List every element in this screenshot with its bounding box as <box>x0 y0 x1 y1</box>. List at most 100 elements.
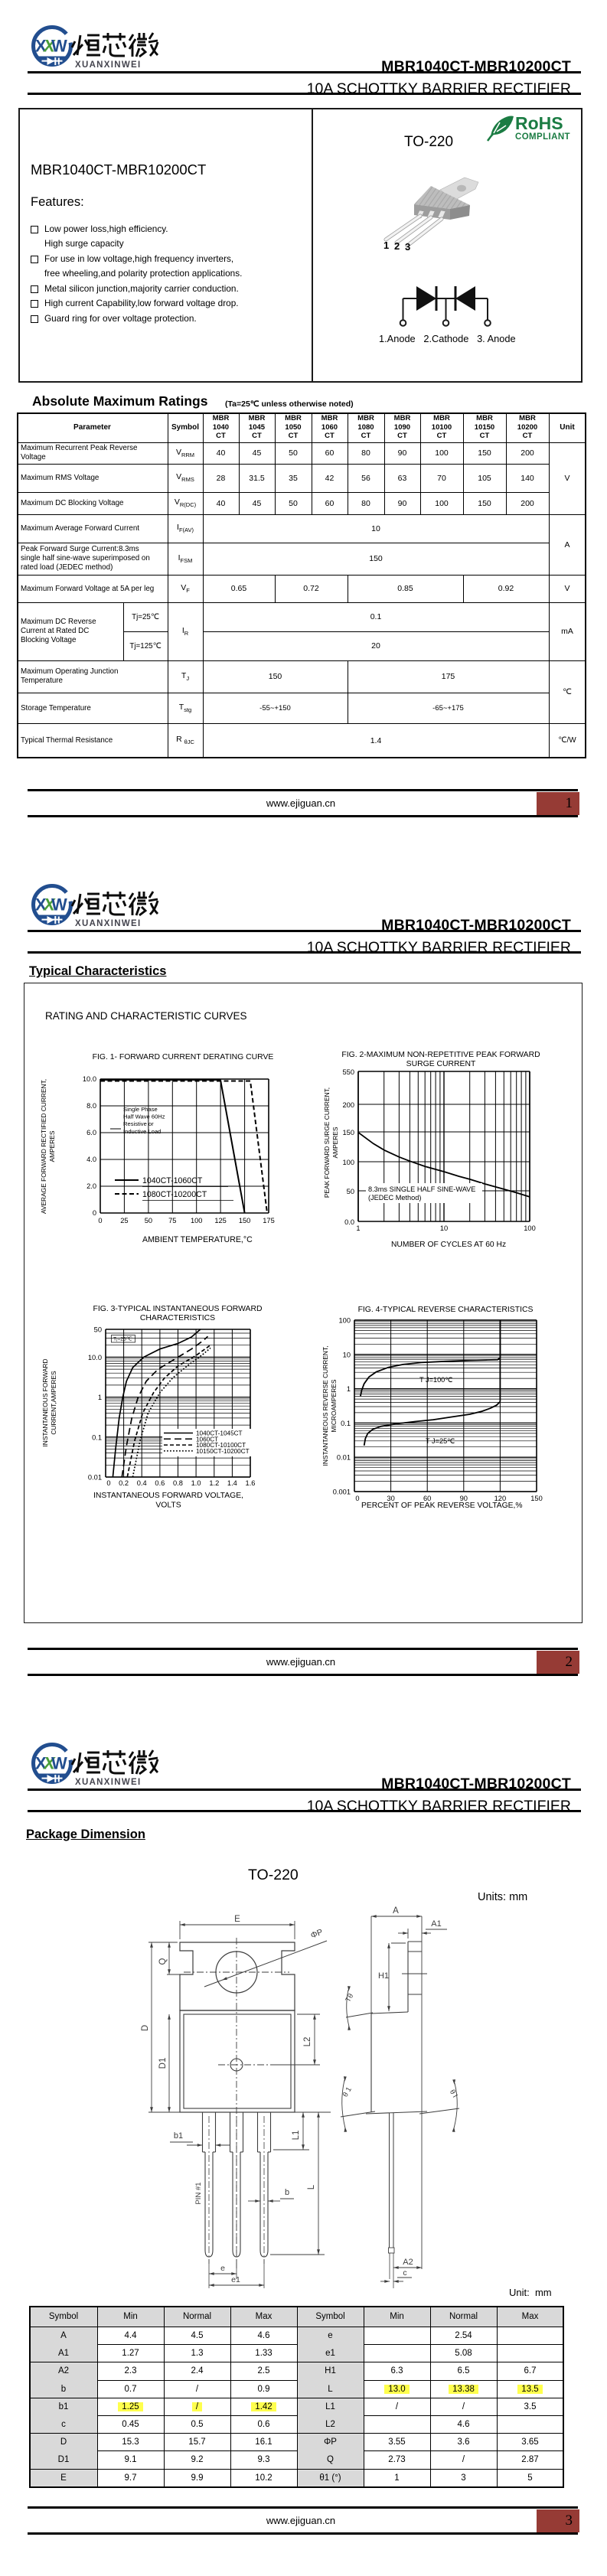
svg-text:e1: e1 <box>231 2275 240 2284</box>
svg-text:120: 120 <box>494 1495 507 1502</box>
svg-text:100: 100 <box>191 1217 203 1224</box>
svg-text:FIG. 3-TYPICAL INSTANTANEOUS F: FIG. 3-TYPICAL INSTANTANEOUS FORWARD <box>93 1305 263 1313</box>
svg-text:1: 1 <box>347 1385 351 1393</box>
svg-text:AMPERES: AMPERES <box>331 1127 339 1158</box>
svg-text:INSTANTANEOUS FORWARD: INSTANTANEOUS FORWARD <box>41 1358 49 1446</box>
svg-text:1080CT-10100CT: 1080CT-10100CT <box>196 1442 246 1449</box>
svg-text:c: c <box>403 2268 406 2278</box>
svg-text:0.01: 0.01 <box>88 1474 102 1482</box>
svg-text:0: 0 <box>93 1209 96 1217</box>
svg-text:10.0: 10.0 <box>83 1075 96 1083</box>
svg-text:FIG. 1- FORWARD CURRENT DERATI: FIG. 1- FORWARD CURRENT DERATING CURVE <box>93 1053 274 1061</box>
svg-text:(JEDEC Method): (JEDEC Method) <box>368 1194 421 1202</box>
svg-text:1040CT-1060CT: 1040CT-1060CT <box>142 1176 203 1185</box>
svg-text:INSTANTANEOUS REVERSE CURRENT,: INSTANTANEOUS REVERSE CURRENT, <box>321 1346 329 1466</box>
svg-text:A1: A1 <box>431 1919 441 1929</box>
svg-text:200: 200 <box>342 1101 354 1109</box>
svg-text:4.0: 4.0 <box>86 1156 96 1163</box>
svg-text:30: 30 <box>387 1495 394 1502</box>
svg-text:X: X <box>35 895 47 915</box>
svg-text:AMPERES: AMPERES <box>48 1130 56 1162</box>
svg-text:1060CT: 1060CT <box>196 1436 218 1443</box>
svg-text:Inductive Load: Inductive Load <box>123 1128 161 1135</box>
svg-text:X: X <box>42 37 56 56</box>
svg-text:CURRENT,AMPERES: CURRENT,AMPERES <box>50 1371 57 1435</box>
svg-text:VOLTS: VOLTS <box>155 1502 181 1510</box>
svg-text:0.1: 0.1 <box>92 1433 102 1441</box>
svg-text:0.01: 0.01 <box>337 1454 351 1462</box>
svg-text:2.0: 2.0 <box>86 1182 96 1190</box>
svg-text:100: 100 <box>338 1317 351 1325</box>
svg-text:2: 2 <box>394 240 400 252</box>
svg-text:Q: Q <box>158 1958 168 1965</box>
svg-text:75: 75 <box>168 1217 176 1224</box>
svg-text:25: 25 <box>120 1217 128 1224</box>
svg-text:0: 0 <box>106 1479 110 1487</box>
svg-text:0.1: 0.1 <box>341 1420 351 1427</box>
svg-text:0.8: 0.8 <box>173 1479 183 1487</box>
svg-text:D: D <box>141 2025 150 2031</box>
svg-text:X: X <box>35 1754 47 1773</box>
svg-text:XUANXINWEI: XUANXINWEI <box>75 60 141 70</box>
svg-text:XUANXINWEI: XUANXINWEI <box>75 1778 141 1787</box>
svg-text:100: 100 <box>524 1224 536 1232</box>
svg-text:10: 10 <box>440 1224 448 1232</box>
svg-text:175: 175 <box>263 1217 275 1224</box>
svg-text:Single Phase: Single Phase <box>123 1106 158 1113</box>
svg-text:1.2: 1.2 <box>209 1479 219 1487</box>
svg-text:W: W <box>51 37 67 56</box>
svg-text:150: 150 <box>239 1217 251 1224</box>
svg-text:RoHS: RoHS <box>515 113 563 133</box>
svg-text:100: 100 <box>342 1159 354 1166</box>
svg-text:50: 50 <box>145 1217 152 1224</box>
svg-text:PEAK FORWARD SURGE CURRENT,: PEAK FORWARD SURGE CURRENT, <box>323 1087 331 1198</box>
svg-text:3: 3 <box>405 241 410 253</box>
svg-text:L: L <box>307 2184 316 2190</box>
svg-text:AMBIENT TEMPERATURE,°C: AMBIENT TEMPERATURE,°C <box>142 1235 253 1244</box>
svg-text:6.0: 6.0 <box>86 1129 96 1136</box>
svg-text:0.4: 0.4 <box>137 1479 147 1487</box>
svg-text:1.4: 1.4 <box>227 1479 237 1487</box>
svg-text:0.001: 0.001 <box>333 1489 351 1496</box>
svg-text:L1: L1 <box>292 2131 301 2141</box>
svg-text:D1: D1 <box>158 2058 168 2069</box>
svg-text:0.0: 0.0 <box>344 1218 354 1226</box>
svg-text:0: 0 <box>98 1217 102 1224</box>
svg-text:INSTANTANEOUS FORWARD VOLTAGE,: INSTANTANEOUS FORWARD VOLTAGE, <box>93 1492 243 1500</box>
svg-text:T J=100℃: T J=100℃ <box>419 1376 453 1384</box>
svg-text:10.0: 10.0 <box>88 1354 102 1361</box>
svg-text:X: X <box>35 37 47 56</box>
svg-text:b1: b1 <box>174 2131 183 2141</box>
svg-text:Half Wave 60Hz: Half Wave 60Hz <box>123 1114 165 1120</box>
svg-text:A2: A2 <box>403 2258 413 2267</box>
svg-text:60: 60 <box>423 1495 431 1502</box>
svg-text:1.6: 1.6 <box>246 1479 256 1487</box>
svg-text:θ l: θ l <box>448 2089 459 2099</box>
svg-text:8.3ms SINGLE HALF SINE-WAVE: 8.3ms SINGLE HALF SINE-WAVE <box>368 1185 475 1193</box>
svg-text:8.0: 8.0 <box>86 1102 96 1110</box>
svg-text:1.0: 1.0 <box>191 1479 201 1487</box>
svg-text:H1: H1 <box>378 1971 389 1981</box>
svg-text:W: W <box>51 1754 67 1773</box>
svg-text:AVERAGE FORWARD RECTIFIED CURR: AVERAGE FORWARD RECTIFIED CURRENT, <box>40 1079 47 1214</box>
svg-text:E: E <box>234 1915 240 1924</box>
svg-text:T J=25℃: T J=25℃ <box>426 1437 455 1445</box>
svg-text:1040CT-1045CT: 1040CT-1045CT <box>196 1430 243 1437</box>
svg-text:L2: L2 <box>303 2037 312 2047</box>
svg-text:ΦP: ΦP <box>309 1928 324 1941</box>
svg-text:b: b <box>285 2188 289 2197</box>
svg-text:A: A <box>393 1906 399 1916</box>
svg-text:W: W <box>51 895 67 915</box>
svg-text:X: X <box>42 1754 56 1773</box>
svg-text:XUANXINWEI: XUANXINWEI <box>75 919 141 928</box>
svg-text:Tⱼ=25℃: Tⱼ=25℃ <box>113 1337 132 1342</box>
svg-text:50: 50 <box>347 1188 354 1195</box>
svg-text:CHARACTERISTICS: CHARACTERISTICS <box>140 1314 215 1322</box>
svg-text:PERCENT OF PEAK REVERSE VOLTAG: PERCENT OF PEAK REVERSE VOLTAGE,% <box>361 1502 523 1510</box>
svg-text:Resistive or: Resistive or <box>123 1120 154 1127</box>
svg-text:1080CT-10200CT: 1080CT-10200CT <box>142 1190 207 1199</box>
svg-text:FIG. 2-MAXIMUM NON-REPETITIVE: FIG. 2-MAXIMUM NON-REPETITIVE PEAK FORWA… <box>341 1051 540 1059</box>
svg-text:MICROAMPERES: MICROAMPERES <box>330 1379 338 1432</box>
svg-text:50: 50 <box>94 1325 102 1333</box>
svg-text:1: 1 <box>98 1394 102 1401</box>
